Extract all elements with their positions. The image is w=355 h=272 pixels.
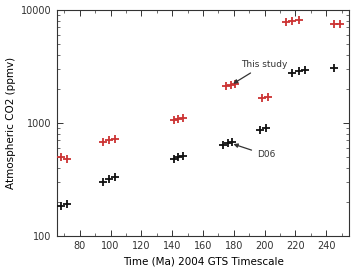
Text: D06: D06 <box>235 144 275 159</box>
Y-axis label: Atmospheric CO2 (ppmv): Atmospheric CO2 (ppmv) <box>6 57 16 189</box>
X-axis label: Time (Ma) 2004 GTS Timescale: Time (Ma) 2004 GTS Timescale <box>122 256 283 267</box>
Text: This study: This study <box>234 60 288 83</box>
